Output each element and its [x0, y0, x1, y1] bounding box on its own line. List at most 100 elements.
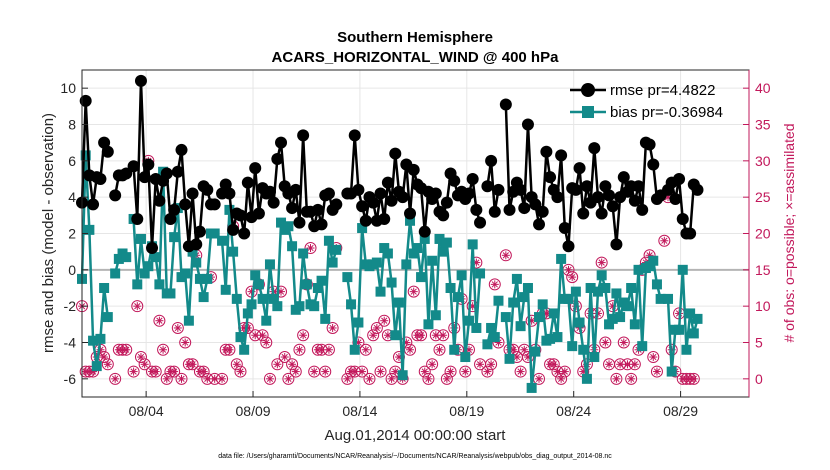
bias-point [589, 352, 600, 363]
asterisk-stroke [624, 361, 631, 368]
bias-point [629, 319, 640, 330]
bias-point [224, 204, 235, 215]
obs-possible-point [440, 372, 453, 385]
asterisk-stroke [263, 339, 270, 346]
x-tick-label: 08/19 [449, 403, 484, 419]
asterisk-stroke [311, 368, 318, 375]
bias-line [80, 154, 110, 368]
rmse-point [536, 205, 549, 218]
asterisk-stroke [204, 375, 211, 382]
rmse-point [238, 227, 251, 240]
bias-point [301, 279, 312, 290]
obs-possible-point [263, 372, 276, 385]
asterisk-stroke [134, 303, 141, 310]
obs-assimilated-point [100, 353, 109, 362]
rmse-point [179, 198, 192, 211]
obs-assimilated-point [291, 367, 300, 376]
obs-assimilated-point [623, 360, 632, 369]
rmse-point [263, 185, 276, 198]
bias-point [574, 317, 585, 328]
rmse-point [352, 183, 365, 196]
bias-point [685, 308, 696, 319]
obs-assimilated-point [439, 331, 448, 340]
legend: rmse pr=4.4822 bias pr=-0.36984 [570, 82, 723, 121]
bias-point [198, 292, 209, 303]
obs-possible-point [160, 372, 173, 385]
bias-point [592, 286, 603, 297]
obs-assimilated-point [159, 345, 168, 354]
obs-possible-point [101, 358, 114, 371]
asterisk-stroke [381, 317, 388, 324]
obs-possible-point [234, 365, 247, 378]
bias-point [456, 270, 467, 281]
obs-assimilated-point [612, 374, 621, 383]
bias-point [102, 312, 113, 323]
rmse-point [573, 162, 586, 175]
obs-assimilated-point [218, 374, 227, 383]
rmse-point [271, 153, 284, 166]
rmse-point [669, 192, 682, 205]
obs-possible-point [566, 271, 579, 284]
bias-point [261, 315, 272, 326]
obs-possible-point [378, 314, 391, 327]
obs-possible-point [617, 336, 630, 349]
obs-assimilated-point [553, 367, 562, 376]
obs-assimilated-point [409, 287, 418, 296]
bias-point [692, 313, 703, 324]
obs-assimilated-point [122, 345, 131, 354]
asterisk-stroke [432, 332, 439, 339]
bias-point [386, 277, 397, 288]
rmse-point [293, 216, 306, 229]
bias-point [253, 279, 264, 290]
bias-point [405, 215, 416, 226]
obs-assimilated-point [299, 331, 308, 340]
rmse-point [374, 187, 387, 200]
obs-assimilated-point [431, 331, 440, 340]
rmse-point [79, 94, 92, 107]
bias-point [287, 241, 298, 252]
obs-assimilated-point [490, 280, 499, 289]
rmse-point [168, 203, 181, 216]
bias-point [663, 293, 674, 304]
asterisk-stroke [425, 375, 432, 382]
bias-point [264, 259, 275, 270]
obs-possible-point [488, 278, 501, 291]
asterisk-stroke [690, 375, 697, 382]
rmse-point [322, 187, 335, 200]
obs-assimilated-point [487, 360, 496, 369]
obs-possible-point [459, 365, 472, 378]
obs-assimilated-point [616, 360, 625, 369]
rmse-point [610, 238, 623, 251]
bias-point [257, 293, 268, 304]
bias-point [534, 312, 545, 323]
obs-possible-point [179, 336, 192, 349]
bias-point [121, 252, 132, 263]
bias-point [194, 273, 205, 284]
bias-point [537, 299, 548, 310]
legend-bias-marker [582, 106, 594, 118]
rmse-point [131, 212, 144, 225]
asterisk-stroke [561, 368, 568, 375]
asterisk-stroke [646, 252, 653, 259]
obs-assimilated-point [652, 367, 661, 376]
rmse-point [617, 171, 630, 184]
asterisk-stroke [476, 361, 484, 368]
bias-point [390, 330, 401, 341]
x-tick-label: 08/29 [663, 403, 698, 419]
obs-assimilated-point [442, 374, 451, 383]
bias-point [99, 283, 110, 293]
rmse-point [474, 216, 487, 229]
obs-assimilated-point [446, 367, 455, 376]
asterisk-stroke [362, 346, 369, 353]
obs-possible-point [625, 372, 638, 385]
bias-point [309, 301, 320, 312]
rmse-point [356, 200, 369, 213]
bias-point [633, 264, 644, 275]
asterisk-stroke [274, 361, 281, 368]
bias-point [323, 235, 334, 246]
rmse-point [381, 176, 394, 189]
obs-possible-point [374, 365, 387, 378]
rmse-point [109, 189, 122, 202]
bias-point [408, 248, 419, 259]
